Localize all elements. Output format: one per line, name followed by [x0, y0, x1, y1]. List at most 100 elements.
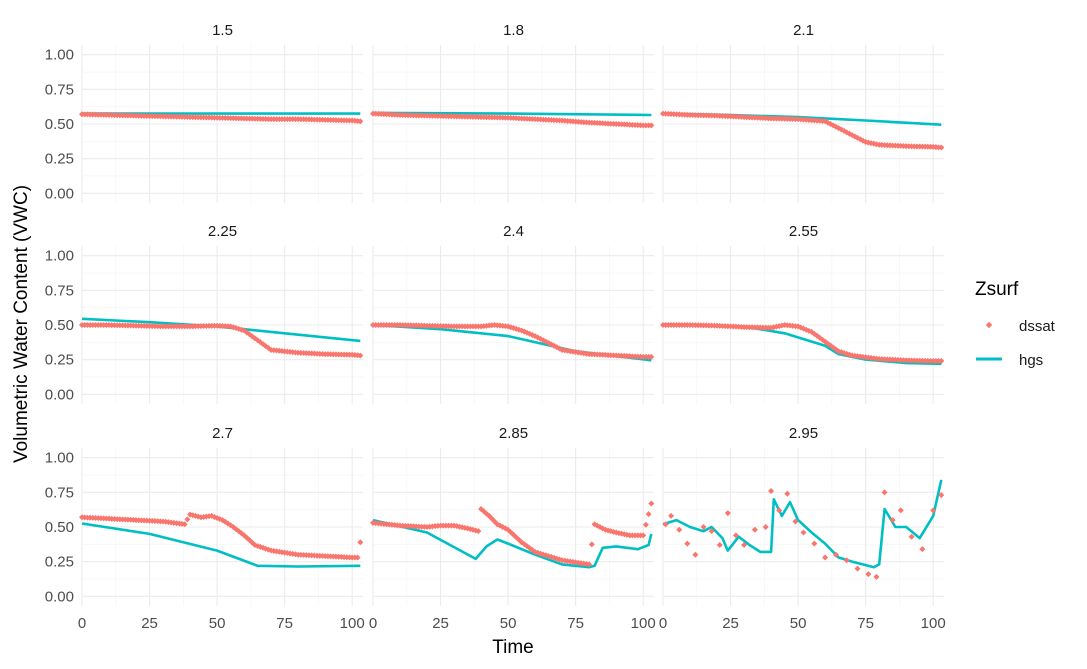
x-tick-label: 25	[432, 615, 449, 632]
dssat-point	[684, 540, 691, 547]
panel-title: 2.4	[503, 223, 524, 240]
dssat-point	[692, 551, 699, 558]
x-tick-label: 50	[209, 615, 226, 632]
y-tick-label: 0.75	[45, 282, 74, 299]
dssat-point	[357, 539, 364, 546]
panel-2-7: 2.7 0.00 0.25 0.50 0.75 1.00 0 25 50 75 100	[45, 425, 365, 632]
dssat-point	[854, 565, 861, 572]
y-tick-label: 1.00	[45, 47, 74, 64]
panel-title: 2.55	[789, 223, 818, 240]
dssat-point	[724, 510, 731, 517]
dssat-point	[357, 118, 364, 125]
y-tick-label: 0.50	[45, 116, 74, 133]
legend-key-dssat: dssat	[985, 318, 1056, 335]
dssat-point	[357, 352, 364, 359]
panel-title: 2.95	[789, 425, 818, 442]
dssat-point	[938, 144, 945, 151]
dssat-point	[792, 518, 799, 525]
dssat-point	[843, 557, 850, 564]
y-tick-label: 1.00	[45, 450, 74, 467]
dssat-point	[480, 508, 487, 515]
x-tick-label: 0	[78, 615, 86, 632]
x-tick-label: 50	[790, 615, 807, 632]
dssat-point	[662, 521, 669, 528]
dssat-point	[640, 532, 647, 539]
y-tick-label: 0.50	[45, 519, 74, 536]
panel-title: 2.25	[208, 223, 237, 240]
x-tick-label: 25	[141, 615, 158, 632]
x-axis-title: Time	[492, 637, 534, 658]
dssat-point	[181, 521, 188, 528]
dssat-point	[676, 526, 683, 533]
dssat-point	[751, 526, 758, 533]
legend-label-hgs: hgs	[1019, 352, 1043, 369]
legend-label-dssat: dssat	[1019, 318, 1056, 335]
dssat-point	[873, 573, 880, 580]
dssat-point	[930, 507, 937, 514]
dssat-point	[881, 489, 888, 496]
dssat-point	[822, 554, 829, 561]
x-tick-label: 0	[369, 615, 377, 632]
dssat-point	[507, 529, 514, 536]
dssat-point	[938, 492, 945, 499]
panel-title: 2.7	[212, 425, 233, 442]
dssat-point	[507, 324, 514, 331]
panel-2-85: 2.85 0 25 50 75 100	[369, 425, 656, 632]
dssat-point	[800, 529, 807, 536]
x-tick-label: 75	[567, 615, 584, 632]
panel-2-55: 2.55	[660, 223, 945, 404]
y-tick-label: 0.50	[45, 317, 74, 334]
y-tick-label: 0.00	[45, 588, 74, 605]
y-tick-label: 0.25	[45, 554, 74, 571]
dssat-point	[700, 524, 707, 530]
dssat-point	[586, 561, 593, 568]
y-tick-label: 0.25	[45, 352, 74, 369]
hgs-series-line	[372, 111, 652, 117]
dssat-point	[732, 532, 739, 539]
dssat-point	[762, 524, 769, 530]
panel-2-25: 2.25 0.00 0.25 0.50 0.75 1.00	[45, 223, 364, 404]
dssat-point	[184, 516, 191, 523]
hgs-series-line	[81, 522, 361, 568]
x-tick-label: 0	[659, 615, 667, 632]
dssat-point	[475, 528, 482, 535]
dssat-point	[668, 512, 675, 519]
y-tick-label: 0.75	[45, 484, 74, 501]
dssat-point	[784, 490, 791, 497]
y-tick-label: 0.75	[45, 81, 74, 98]
dssat-point	[889, 517, 896, 524]
dssat-point	[830, 122, 837, 129]
panel-1-8: 1.8	[370, 22, 655, 203]
y-tick-label: 0.00	[45, 185, 74, 202]
panel-1-5: 1.5 0.00 0.25 0.50 0.75 1.00	[45, 22, 364, 203]
panel-title: 2.85	[499, 425, 528, 442]
legend-key-hgs: hgs	[976, 352, 1043, 369]
dssat-point	[354, 554, 361, 561]
dssat-point	[865, 571, 872, 578]
x-tick-label: 50	[500, 615, 517, 632]
x-tick-label: 25	[722, 615, 739, 632]
legend: Zsurf dssat hgs	[975, 279, 1056, 369]
dssat-point	[648, 122, 655, 129]
x-tick-label: 100	[921, 615, 946, 632]
dssat-point	[648, 500, 655, 507]
dssat-point	[648, 353, 655, 360]
panel-2-1: 2.1	[660, 22, 945, 203]
x-tick-label: 75	[857, 615, 874, 632]
hgs-series-line	[372, 518, 653, 569]
y-axis-title: Volumetric Water Content (VWC)	[11, 185, 32, 463]
panel-title: 1.5	[212, 22, 233, 39]
dssat-point	[741, 542, 748, 549]
x-tick-label: 75	[276, 615, 293, 632]
dssat-point	[716, 542, 723, 549]
dssat-point	[919, 546, 926, 553]
x-tick-label: 100	[340, 615, 365, 632]
panel-grid: 1.5 0.00 0.25 0.50 0.75 1.00 1.8 2.1 2.25 0.00 0.2…	[45, 22, 946, 632]
dssat-point	[768, 487, 775, 494]
legend-title: Zsurf	[975, 279, 1019, 300]
dssat-point	[938, 358, 945, 365]
y-tick-label: 1.00	[45, 248, 74, 265]
dssat-point	[897, 507, 904, 514]
panel-title: 1.8	[503, 22, 524, 39]
